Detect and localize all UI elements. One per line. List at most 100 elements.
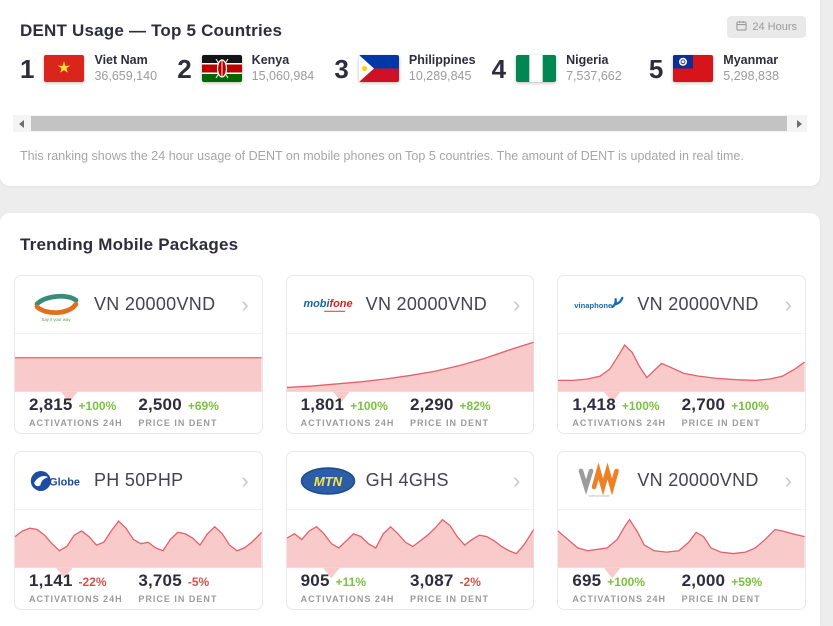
country-rank-item: 5 Myanmar 5,298,838 [649, 53, 806, 84]
card-stats: 695 +100% ACTIVATIONS 24H 2,000 +59% PRICE… [558, 568, 805, 604]
package-title: VN 20000VND [637, 294, 759, 314]
package-card-vinaphone[interactable]: vinaphone VN 20000VND › 1,418 +100% ACTIV… [557, 275, 806, 434]
activations-label: ACTIVATIONS 24H [29, 594, 123, 604]
country-usage-value: 7,537,662 [566, 68, 622, 83]
nigeria-flag-icon [516, 55, 557, 83]
price-label: PRICE IN DENT [138, 594, 218, 604]
card-header: Say it your way VN 20000VND › [15, 276, 262, 334]
card-stats: 2,815 +100% ACTIVATIONS 24H 2,500 +69% PRI… [15, 392, 262, 428]
rank-number: 5 [648, 53, 664, 84]
price-value: 2,500 [138, 395, 182, 414]
price-value: 2,000 [681, 571, 726, 590]
activations-label: ACTIVATIONS 24H [300, 418, 395, 428]
svg-text:MTN: MTN [314, 474, 343, 489]
activations-change: -22% [78, 575, 107, 589]
sparkline-chart [287, 514, 534, 579]
activations-label: ACTIVATIONS 24H [572, 594, 667, 604]
activations-value: 2,815 [29, 395, 73, 414]
svg-text:Globe: Globe [49, 476, 80, 488]
country-name: Nigeria [566, 53, 609, 67]
viettel-logo-icon: Say it your way [28, 285, 84, 325]
price-label: PRICE IN DENT [409, 418, 489, 428]
rank-number: 1 [20, 53, 35, 84]
package-cards-grid: Say it your way VN 20000VND › 2,815 +100%… [14, 275, 806, 610]
card-stats: 905 +11% ACTIVATIONS 24H 3,087 -2% PRICE I… [287, 568, 534, 604]
price-change: +100% [731, 399, 769, 413]
country-name: Viet Nam [94, 53, 148, 67]
dent-usage-panel: DENT Usage — Top 5 Countries 24 Hours 1 … [0, 0, 820, 186]
scrollbar-thumb[interactable] [31, 116, 787, 131]
card-header: MTN GH 4GHS › [286, 452, 534, 510]
sparkline-chart [15, 338, 262, 403]
price-label: PRICE IN DENT [681, 594, 761, 604]
rank-number: 2 [177, 53, 192, 84]
chevron-right-icon: › [513, 291, 521, 317]
vietnam-flag-icon [44, 55, 85, 83]
vinaphone-logo-icon: vinaphone [571, 285, 627, 325]
price-change: +69% [187, 399, 219, 413]
calendar-icon [736, 20, 747, 34]
sparkline-chart [558, 514, 805, 579]
svg-text:vinaphone: vinaphone [575, 300, 613, 309]
time-range-badge: 24 Hours [727, 16, 806, 38]
card-header: mobifone VN 20000VND › [286, 276, 534, 334]
svg-text:mobifone: mobifone [303, 297, 352, 309]
rank-number: 4 [491, 53, 507, 84]
scroll-left-arrow[interactable] [13, 115, 29, 132]
package-title: VN 20000VND [94, 294, 216, 314]
mtn-logo-icon: MTN [300, 461, 356, 501]
country-ranking-row: 1 Viet Nam 36,659,140 2 Kenya 15,060,984… [20, 53, 806, 84]
activations-change: +100% [350, 399, 388, 413]
svg-text:Say it your way: Say it your way [42, 317, 72, 322]
usage-description: This ranking shows the 24 hour usage of … [20, 149, 744, 163]
country-name: Kenya [251, 53, 290, 67]
card-header: vietnamobile VN 20000VND › [558, 452, 805, 510]
country-rank-item: 1 Viet Nam 36,659,140 [20, 53, 177, 84]
horizontal-scrollbar[interactable] [13, 115, 807, 132]
activations-label: ACTIVATIONS 24H [29, 418, 123, 428]
mobifone-logo-icon: mobifone [300, 285, 356, 325]
svg-text:vietnamobile: vietnamobile [589, 494, 610, 498]
right-triangle-icon [796, 119, 802, 128]
package-title: GH 4GHS [365, 470, 449, 490]
package-card-mtn[interactable]: MTN GH 4GHS › 905 +11% ACTIVATIONS 24H 3,… [286, 451, 535, 610]
activations-label: ACTIVATIONS 24H [572, 418, 667, 428]
sparkline-chart [558, 338, 805, 403]
activations-value: 1,141 [29, 571, 73, 590]
globe-logo-icon: Globe [28, 461, 84, 501]
price-value: 2,700 [681, 395, 726, 414]
package-card-globe[interactable]: Globe PH 50PHP › 1,141 -22% ACTIVATIONS 2… [14, 451, 263, 610]
time-range-badge-label: 24 Hours [752, 21, 797, 33]
sparkline-chart [287, 338, 534, 403]
package-title: VN 20000VND [365, 294, 488, 314]
chevron-right-icon: › [241, 467, 249, 493]
activations-value: 1,801 [300, 395, 345, 414]
package-card-mobifone[interactable]: mobifone VN 20000VND › 1,801 +100% ACTIVA… [285, 275, 535, 434]
country-rank-item: 4 Nigeria 7,537,662 [492, 53, 649, 84]
price-change: +59% [731, 575, 763, 589]
scroll-right-arrow[interactable] [791, 115, 807, 132]
left-triangle-icon [18, 119, 24, 128]
chevron-right-icon: › [784, 291, 792, 317]
price-label: PRICE IN DENT [409, 594, 489, 604]
card-header: vinaphone VN 20000VND › [558, 276, 805, 334]
chevron-right-icon: › [241, 291, 249, 317]
price-change: -2% [459, 575, 481, 589]
price-label: PRICE IN DENT [681, 418, 761, 428]
price-value: 3,087 [409, 571, 454, 590]
country-usage-value: 5,298,838 [723, 68, 779, 83]
card-header: Globe PH 50PHP › [15, 452, 262, 510]
sparkline-chart [15, 514, 262, 579]
packages-panel-title: Trending Mobile Packages [20, 235, 239, 254]
country-usage-value: 36,659,140 [94, 68, 158, 83]
activations-change: +100% [78, 399, 117, 413]
country-usage-value: 15,060,984 [251, 68, 315, 83]
package-card-viettel[interactable]: Say it your way VN 20000VND › 2,815 +100%… [14, 275, 263, 434]
package-card-vietnamobile[interactable]: vietnamobile VN 20000VND › 695 +100% ACTI… [557, 451, 806, 610]
trending-packages-panel: Trending Mobile Packages Say it your way… [0, 213, 820, 626]
philippines-flag-icon [358, 55, 399, 83]
myanmar-flag-icon [673, 55, 714, 83]
activations-value: 1,418 [572, 395, 616, 414]
chevron-right-icon: › [513, 467, 521, 493]
activations-change: +100% [607, 575, 645, 589]
